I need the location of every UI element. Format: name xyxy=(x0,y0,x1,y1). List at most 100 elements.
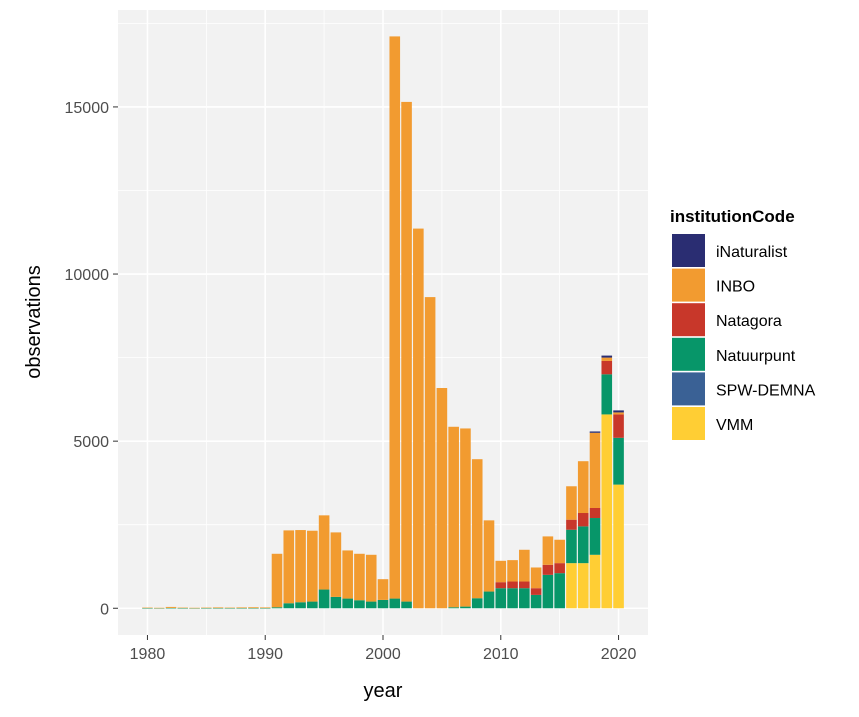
x-tick-label: 2010 xyxy=(483,646,519,663)
bar-inbo-2012 xyxy=(519,549,530,582)
bar-vmm-2020 xyxy=(613,484,624,609)
bar-natagora-2018 xyxy=(589,507,601,519)
bar-natagora-2010 xyxy=(495,582,507,589)
bar-inbo-2002 xyxy=(401,101,412,602)
bar-inaturalist-2020 xyxy=(613,410,624,413)
legend-label-natagora: Natagora xyxy=(716,313,782,330)
bar-natuurpunt-1997 xyxy=(342,598,353,609)
bar-inbo-2007 xyxy=(460,428,471,607)
bar-inbo-1991 xyxy=(271,553,283,608)
x-tick-label: 2020 xyxy=(601,646,637,663)
bar-inbo-2000 xyxy=(377,579,389,600)
bar-natuurpunt-2018 xyxy=(589,518,601,555)
bar-natuurpunt-2001 xyxy=(389,598,401,609)
bar-natuurpunt-2000 xyxy=(377,599,389,609)
bar-inbo-1992 xyxy=(283,530,295,604)
bar-vmm-2016 xyxy=(566,563,577,609)
legend-key-inaturalist xyxy=(672,234,705,267)
bar-inbo-2006 xyxy=(448,426,459,608)
bar-natagora-2017 xyxy=(577,513,589,527)
bar-natuurpunt-1990 xyxy=(259,608,271,609)
bar-natagora-2013 xyxy=(530,588,542,595)
bar-natuurpunt-1983 xyxy=(177,608,189,609)
bar-inbo-2016 xyxy=(566,486,577,520)
y-tick-label: 0 xyxy=(100,601,109,618)
bar-natagora-2012 xyxy=(519,581,530,589)
bar-inbo-1995 xyxy=(318,515,330,590)
legend-key-natuurpunt xyxy=(672,337,705,371)
x-tick-label: 1990 xyxy=(247,646,283,663)
legend-label-vmm: VMM xyxy=(716,417,753,434)
legend: institutionCode iNaturalist INBO Natagora N… xyxy=(670,207,816,440)
bar-inbo-2010 xyxy=(495,560,507,583)
bar-natuurpunt-1996 xyxy=(330,596,342,609)
bar-inbo-1997 xyxy=(342,550,353,599)
bar-inbo-1994 xyxy=(307,530,318,602)
legend-label-natuurpunt: Natuurpunt xyxy=(716,348,796,365)
bar-inbo-2001 xyxy=(389,36,401,599)
bar-inbo-2015 xyxy=(554,539,565,564)
bar-natuurpunt-1991 xyxy=(271,607,283,609)
bar-inbo-2019 xyxy=(601,357,613,361)
bar-natuurpunt-1986 xyxy=(212,608,224,609)
bar-natuurpunt-1982 xyxy=(165,607,177,609)
bar-inbo-2017 xyxy=(577,461,589,514)
legend-key-inbo xyxy=(672,268,705,302)
bars xyxy=(142,36,624,609)
bar-natuurpunt-2007 xyxy=(460,606,471,609)
bar-natuurpunt-1988 xyxy=(236,608,247,609)
bar-natuurpunt-2016 xyxy=(566,529,577,564)
y-axis: 0 5000 10000 15000 xyxy=(65,100,118,618)
bar-natuurpunt-2014 xyxy=(542,574,554,609)
bar-natuurpunt-1999 xyxy=(365,601,377,609)
bar-inbo-2005 xyxy=(436,388,448,609)
legend-label-inbo: INBO xyxy=(716,279,755,296)
x-axis-title: year xyxy=(364,680,403,702)
bar-natuurpunt-2020 xyxy=(613,437,624,485)
bar-natuurpunt-2015 xyxy=(554,573,565,609)
bar-natuurpunt-1994 xyxy=(307,601,318,609)
bar-inbo-1999 xyxy=(365,554,377,602)
bar-natuurpunt-1998 xyxy=(354,600,365,609)
bar-inbo-2008 xyxy=(471,459,483,599)
bar-inbo-2011 xyxy=(507,560,518,582)
bar-natuurpunt-2008 xyxy=(471,598,483,609)
legend-label-inaturalist: iNaturalist xyxy=(716,244,788,261)
bar-vmm-2017 xyxy=(577,563,589,609)
bar-natagora-2015 xyxy=(554,563,565,574)
bar-natuurpunt-1992 xyxy=(283,603,295,609)
bar-inbo-1990 xyxy=(259,607,271,609)
bar-natuurpunt-1995 xyxy=(318,589,330,609)
bar-inbo-2020 xyxy=(613,412,624,415)
x-axis: 1980 1990 2000 2010 2020 xyxy=(130,635,637,663)
bar-inbo-1988 xyxy=(236,607,247,609)
bar-natuurpunt-2009 xyxy=(483,591,495,609)
bar-inbo-1986 xyxy=(212,607,224,609)
bar-natuurpunt-2013 xyxy=(530,594,542,609)
bar-inbo-2018 xyxy=(589,432,601,508)
legend-key-natagora xyxy=(672,303,705,337)
bar-inbo-2014 xyxy=(542,536,554,565)
bar-inbo-1985 xyxy=(201,607,212,609)
bar-inbo-1998 xyxy=(354,553,365,601)
bar-inbo-1980 xyxy=(142,607,153,609)
bar-natuurpunt-2006 xyxy=(448,607,459,609)
y-tick-label: 15000 xyxy=(65,100,110,117)
legend-title: institutionCode xyxy=(670,207,795,226)
bar-inbo-1987 xyxy=(224,607,236,609)
bar-natuurpunt-1981 xyxy=(153,608,165,609)
x-tick-label: 2000 xyxy=(365,646,401,663)
legend-key-spw-demna xyxy=(672,372,705,406)
bar-inaturalist-2018 xyxy=(589,431,601,433)
bar-inbo-1984 xyxy=(189,607,200,609)
bar-inbo-1989 xyxy=(248,607,259,609)
bar-inbo-2009 xyxy=(483,520,495,592)
bar-natuurpunt-2017 xyxy=(577,526,589,564)
bar-inbo-2013 xyxy=(530,567,542,589)
bar-natuurpunt-2011 xyxy=(507,588,518,609)
bar-vmm-2019 xyxy=(601,414,613,609)
bar-natuurpunt-1989 xyxy=(248,608,259,609)
bar-natagora-2016 xyxy=(566,519,577,530)
legend-label-spw-demna: SPW-DEMNA xyxy=(716,382,816,399)
